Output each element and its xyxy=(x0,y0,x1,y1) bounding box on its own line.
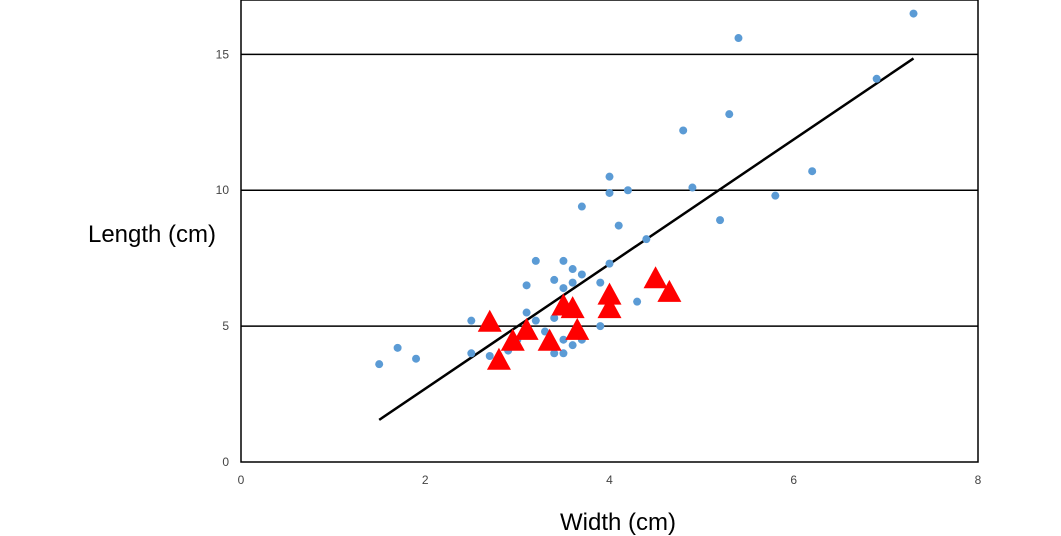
data-point-circle xyxy=(412,354,421,363)
data-point-circle xyxy=(596,322,605,331)
series-circles xyxy=(375,9,918,369)
data-point-circle xyxy=(808,167,817,176)
data-point-circle xyxy=(909,9,918,18)
data-point-circle xyxy=(614,221,623,230)
data-point-circle xyxy=(522,281,531,290)
data-point-triangle xyxy=(560,296,585,319)
y-tick-label: 10 xyxy=(216,183,230,197)
data-point-circle xyxy=(559,256,568,265)
x-tick-label: 2 xyxy=(422,473,429,487)
y-tick-label: 0 xyxy=(222,455,229,469)
y-tick-label: 15 xyxy=(216,47,230,61)
data-point-circle xyxy=(550,349,559,358)
data-point-circle xyxy=(467,316,476,325)
data-point-circle xyxy=(375,360,384,369)
data-point-circle xyxy=(522,308,531,317)
data-point-circle xyxy=(550,313,559,322)
data-point-circle xyxy=(568,265,577,274)
data-point-triangle xyxy=(486,347,511,370)
data-point-circle xyxy=(467,349,476,358)
data-point-triangle xyxy=(514,317,539,340)
data-point-circle xyxy=(485,352,494,361)
data-point-circle xyxy=(541,327,550,336)
data-point-circle xyxy=(559,349,568,358)
data-point-circle xyxy=(725,110,734,119)
y-tick-labels: 0 5 10 15 xyxy=(216,47,230,469)
data-point-circle xyxy=(605,172,614,181)
y-tick-label: 5 xyxy=(222,319,229,333)
data-point-circle xyxy=(771,191,780,200)
x-tick-label: 6 xyxy=(790,473,797,487)
data-point-circle xyxy=(550,275,559,284)
x-tick-label: 8 xyxy=(975,473,982,487)
data-point-circle xyxy=(633,297,642,306)
data-point-circle xyxy=(596,278,605,287)
data-point-triangle xyxy=(537,328,562,351)
x-axis-label: Width (cm) xyxy=(560,509,676,536)
data-point-circle xyxy=(531,256,540,265)
data-point-circle xyxy=(559,284,568,293)
data-point-circle xyxy=(734,34,743,43)
data-point-circle xyxy=(605,188,614,197)
data-point-circle xyxy=(605,259,614,268)
series-triangles xyxy=(477,266,682,370)
x-tick-labels: 0 2 4 6 8 xyxy=(238,473,982,487)
data-point-circle xyxy=(568,278,577,287)
data-point-circle xyxy=(577,202,586,211)
x-tick-label: 0 xyxy=(238,473,245,487)
y-axis-label: Length (cm) xyxy=(88,221,216,248)
data-point-triangle xyxy=(597,296,622,319)
data-point-circle xyxy=(716,216,725,225)
data-point-triangle xyxy=(597,282,622,305)
x-tick-label: 4 xyxy=(606,473,613,487)
data-point-triangle xyxy=(657,279,682,302)
data-point-circle xyxy=(642,235,651,244)
data-point-circle xyxy=(679,126,688,135)
data-point-triangle xyxy=(565,317,590,340)
data-point-circle xyxy=(688,183,697,192)
data-point-circle xyxy=(531,316,540,325)
plot-area xyxy=(240,0,979,463)
data-point-circle xyxy=(568,341,577,350)
data-point-circle xyxy=(559,335,568,344)
data-point-triangle xyxy=(477,309,502,332)
data-point-triangle xyxy=(500,328,525,351)
data-point-circle xyxy=(872,74,881,83)
data-point-circle xyxy=(623,186,632,195)
data-point-triangle xyxy=(643,266,668,289)
data-point-circle xyxy=(577,270,586,279)
data-point-circle xyxy=(393,343,402,352)
